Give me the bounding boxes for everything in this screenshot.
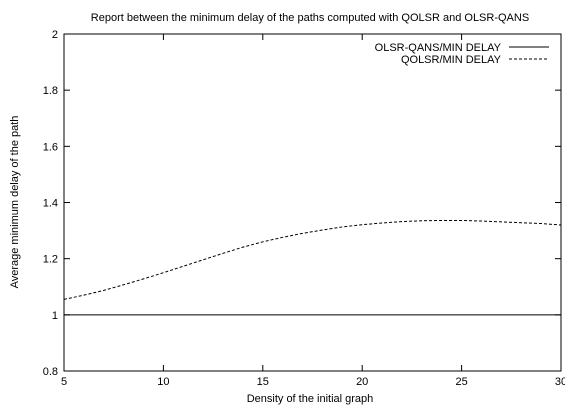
- x-tick-label: 30: [555, 376, 565, 388]
- chart-title: Report between the minimum delay of the …: [91, 12, 529, 24]
- y-tick-label: 2: [52, 29, 58, 41]
- y-tick-label: 0.8: [43, 366, 58, 378]
- x-tick-label: 10: [157, 376, 169, 388]
- plot-frame: [63, 33, 562, 372]
- y-tick-label: 1: [52, 310, 58, 322]
- y-tick-label: 1.8: [43, 85, 58, 97]
- y-tick-label: 1.2: [43, 254, 58, 266]
- x-tick-label: 15: [257, 376, 269, 388]
- x-tick-label: 20: [356, 376, 368, 388]
- x-tick-label: 25: [455, 376, 467, 388]
- x-axis-label: Density of the initial graph: [247, 393, 374, 405]
- series-line-qolsr: [63, 219, 562, 300]
- legend-label: OLSR-QANS/MIN DELAY: [375, 42, 502, 54]
- y-tick-label: 1.6: [43, 141, 58, 153]
- legend-label: QOLSR/MIN DELAY: [401, 54, 502, 66]
- y-tick-label: 1.4: [43, 198, 58, 210]
- y-axis-label: Average minimum delay of the path: [9, 116, 21, 289]
- x-tick-label: 5: [61, 376, 67, 388]
